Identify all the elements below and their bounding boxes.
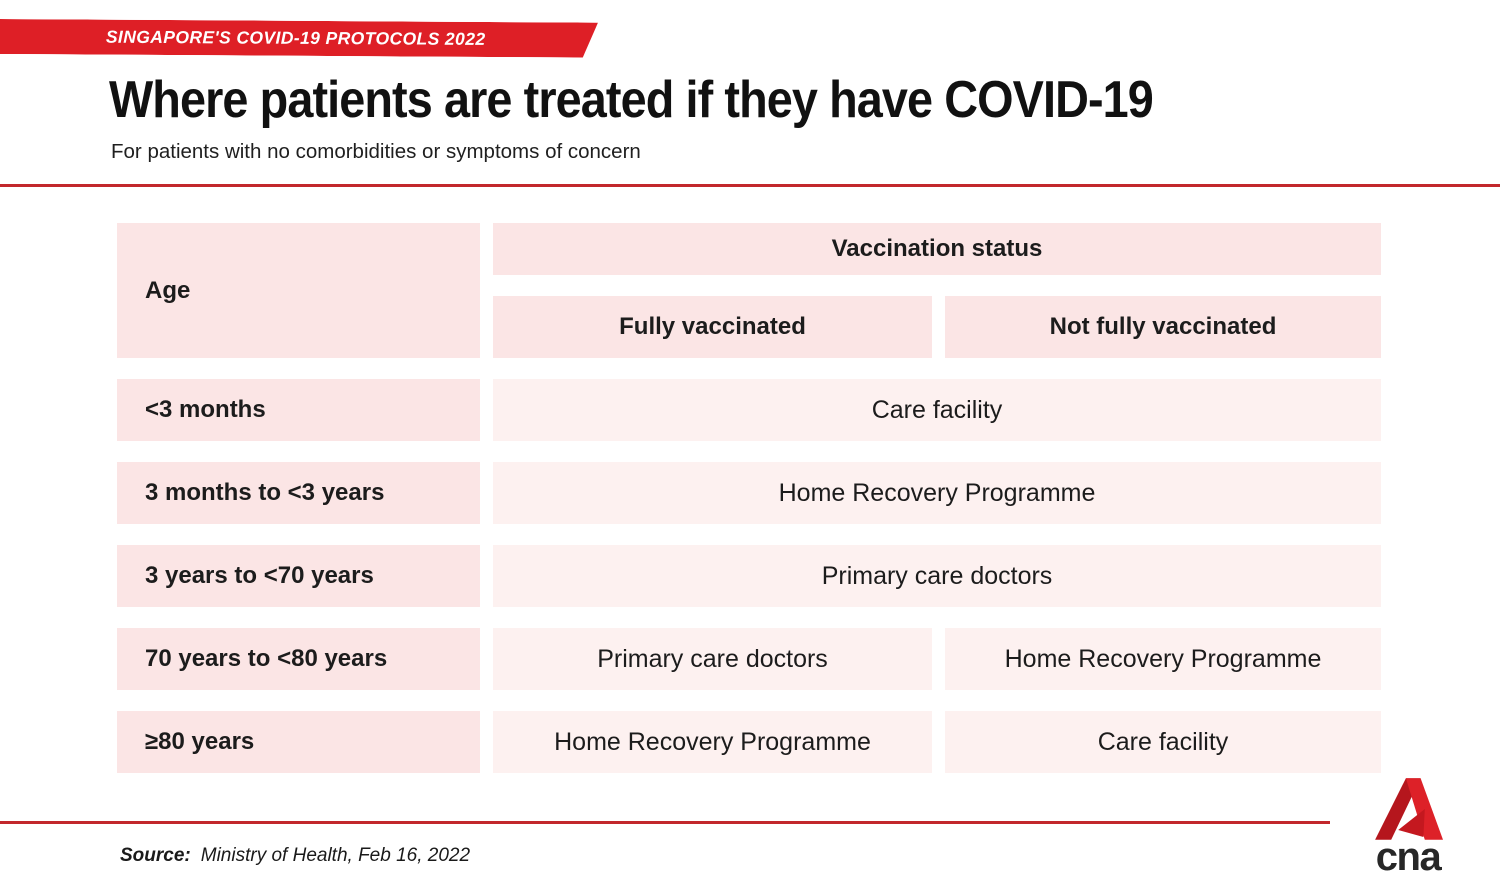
source-value: Ministry of Health, Feb 16, 2022 [200, 845, 471, 866]
page-title: Where patients are treated if they have … [109, 71, 1154, 129]
source-attribution: Source: Ministry of Health, Feb 16, 2022 [120, 845, 470, 867]
page-subtitle: For patients with no comorbidities or sy… [111, 140, 641, 163]
source-label: Source: [120, 845, 191, 866]
row-value-under-3-months: Care facility [493, 379, 1381, 441]
bottom-divider-rule [0, 821, 1330, 824]
row-label-under-3-months: <3 months [117, 379, 480, 441]
cna-logo: cna [1368, 778, 1448, 879]
row-value-70-to-80-fully: Primary care doctors [493, 628, 932, 690]
row-value-70-to-80-not-fully: Home Recovery Programme [945, 628, 1381, 690]
not-fully-vaccinated-header: Not fully vaccinated [945, 296, 1381, 358]
cna-triangle-icon [1375, 778, 1443, 840]
treatment-table: Age Vaccination status Fully vaccinated … [117, 223, 1381, 773]
cna-wordmark: cna [1375, 835, 1442, 879]
row-label-80-years-plus: ≥80 years [117, 711, 480, 773]
row-value-80-plus-fully: Home Recovery Programme [493, 711, 932, 773]
row-value-3-to-70-years: Primary care doctors [493, 545, 1381, 607]
age-column-header: Age [117, 223, 480, 358]
row-value-80-plus-not-fully: Care facility [945, 711, 1381, 773]
top-divider-rule [0, 184, 1500, 187]
fully-vaccinated-header: Fully vaccinated [493, 296, 932, 358]
row-label-70-to-80-years: 70 years to <80 years [117, 628, 480, 690]
protocols-banner: SINGAPORE'S COVID-19 PROTOCOLS 2022 [0, 19, 598, 58]
row-value-3-months-to-3-years: Home Recovery Programme [493, 462, 1381, 524]
vaccination-status-header: Vaccination status [493, 223, 1381, 275]
row-label-3-months-to-3-years: 3 months to <3 years [117, 462, 480, 524]
banner-label: SINGAPORE'S COVID-19 PROTOCOLS 2022 [105, 26, 486, 49]
row-label-3-to-70-years: 3 years to <70 years [117, 545, 480, 607]
